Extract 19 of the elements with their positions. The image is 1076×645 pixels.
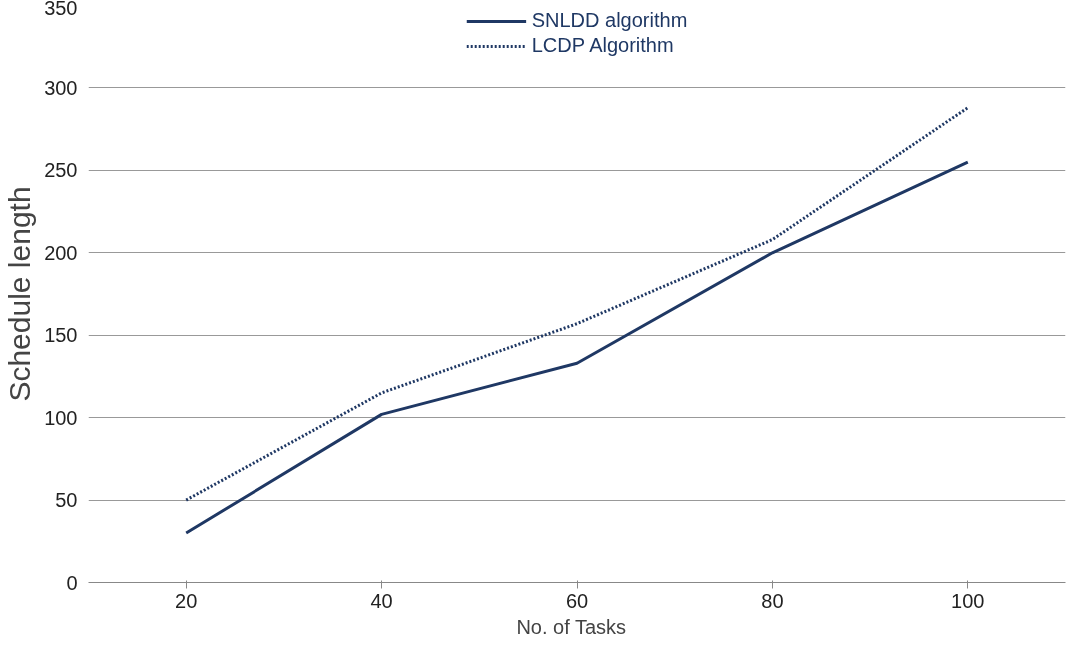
y-tick-label: 350: [44, 0, 78, 19]
legend-label: SNLDD algorithm: [531, 9, 688, 32]
y-tick-label: 150: [44, 324, 78, 347]
y-tick-label: 200: [44, 241, 78, 264]
y-tick-label: 250: [44, 159, 78, 182]
y-tick-label: 0: [66, 571, 78, 594]
x-tick-label: 100: [951, 589, 985, 612]
legend-label: LCDP Algorithm: [531, 34, 674, 57]
y-tick-label: 300: [44, 76, 78, 99]
y-tick-label: 50: [55, 489, 78, 512]
x-tick-label: 60: [565, 589, 589, 612]
line-series: [184, 160, 970, 535]
y-axis-title: Schedule length: [3, 186, 37, 402]
x-tick-label: 40: [370, 589, 393, 612]
x-tick-label: 20: [175, 589, 198, 612]
x-axis-title: No. of Tasks: [516, 615, 627, 638]
line-series: [184, 106, 970, 502]
y-tick-label: 100: [44, 406, 78, 429]
x-tick-label: 80: [761, 589, 784, 612]
